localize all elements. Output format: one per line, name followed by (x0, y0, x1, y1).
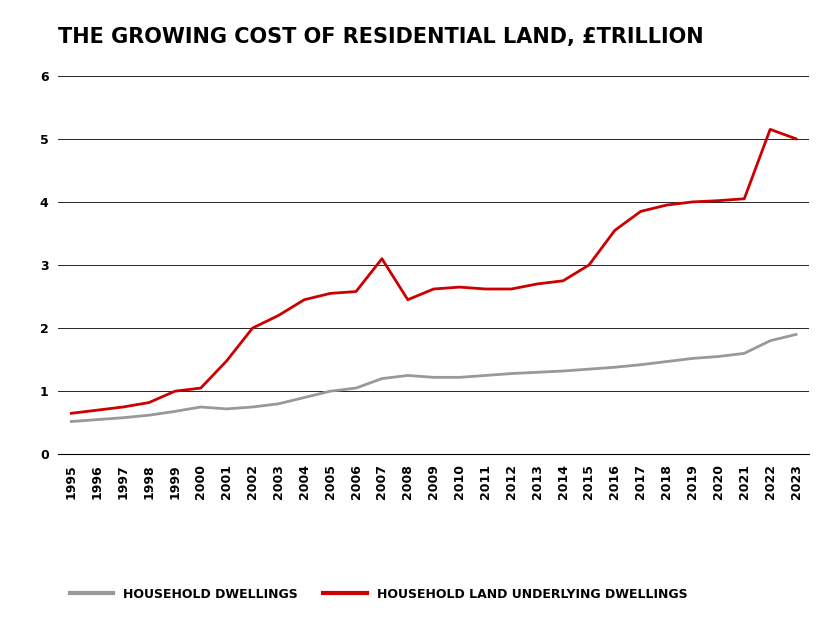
Legend: HOUSEHOLD DWELLINGS, HOUSEHOLD LAND UNDERLYING DWELLINGS: HOUSEHOLD DWELLINGS, HOUSEHOLD LAND UNDE… (64, 583, 692, 606)
Text: THE GROWING COST OF RESIDENTIAL LAND, £TRILLION: THE GROWING COST OF RESIDENTIAL LAND, £T… (58, 27, 704, 47)
